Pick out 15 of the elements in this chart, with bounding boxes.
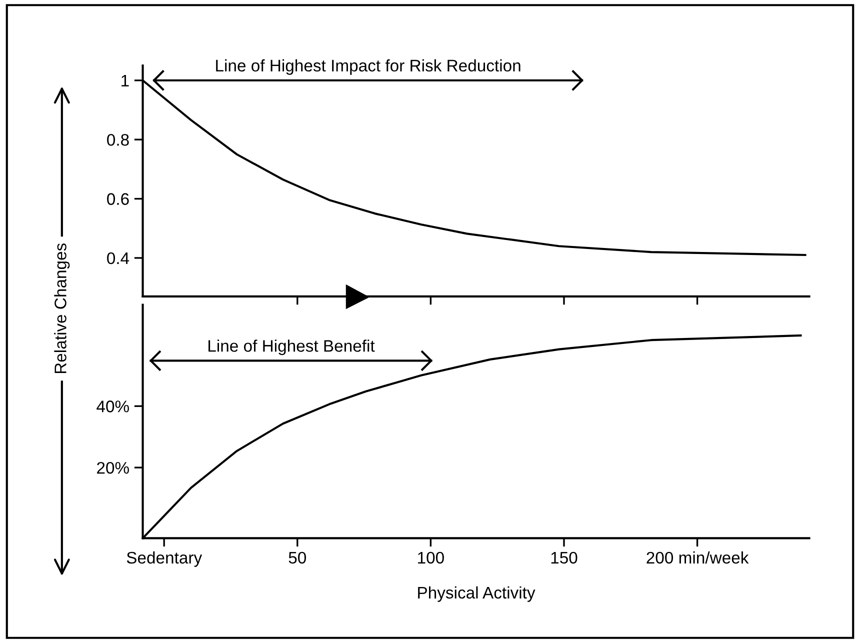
- y-axis-title: Relative Changes: [54, 243, 70, 374]
- y-tick-label: 0.8: [107, 134, 129, 146]
- x-tick-label: 100: [418, 552, 444, 564]
- x-tick-label: 50: [288, 552, 306, 564]
- x-tick-label: 150: [551, 552, 578, 564]
- y-tick-label: 40%: [96, 400, 129, 412]
- x-tick-label: 200 min/week: [646, 551, 749, 564]
- series-label: Line of Highest Benefit: [208, 340, 375, 356]
- y-tick-label: 20%: [97, 462, 129, 474]
- y-tick-label: 0.6: [107, 193, 129, 205]
- x-axis-title: Physical Activity: [418, 586, 536, 602]
- y-tick-label: 0.4: [107, 252, 130, 264]
- y-tick-label: 1: [122, 74, 129, 86]
- x-tick-label: Sedentary: [126, 551, 202, 567]
- series-label: Line of Highest Impact for Risk Reduction: [216, 59, 520, 75]
